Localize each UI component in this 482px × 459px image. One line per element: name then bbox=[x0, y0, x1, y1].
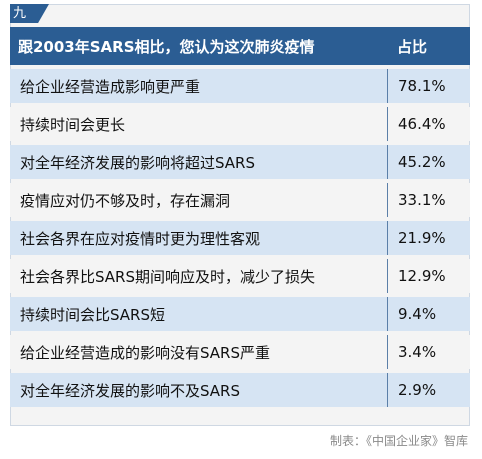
row-value: 2.9% bbox=[387, 373, 470, 407]
table-row: 社会各界比SARS期间响应及时，减少了损失 12.9% bbox=[10, 259, 470, 293]
table-header-row: 跟2003年SARS相比，您认为这次肺炎疫情 占比 bbox=[10, 27, 470, 65]
table-row: 对全年经济发展的影响不及SARS 2.9% bbox=[10, 373, 470, 407]
row-value: 46.4% bbox=[387, 107, 470, 141]
row-value: 21.9% bbox=[387, 221, 470, 255]
table-row: 给企业经营造成影响更严重 78.1% bbox=[10, 69, 470, 103]
table-body: 给企业经营造成影响更严重 78.1% 持续时间会更长 46.4% 对全年经济发展的影响将… bbox=[10, 69, 470, 407]
header-share: 占比 bbox=[387, 27, 470, 65]
row-label: 持续时间会更长 bbox=[10, 107, 387, 141]
table-row: 给企业经营造成的影响没有SARS严重 3.4% bbox=[10, 335, 470, 369]
row-value: 78.1% bbox=[387, 69, 470, 103]
row-label: 社会各界比SARS期间响应及时，减少了损失 bbox=[10, 259, 387, 293]
table-row: 持续时间会比SARS短 9.4% bbox=[10, 297, 470, 331]
header-question: 跟2003年SARS相比，您认为这次肺炎疫情 bbox=[10, 27, 387, 65]
credit-note: 制表：《中国企业家》智库 bbox=[329, 434, 468, 448]
row-value: 45.2% bbox=[387, 145, 470, 179]
row-label: 对全年经济发展的影响将超过SARS bbox=[10, 145, 387, 179]
table-row: 对全年经济发展的影响将超过SARS 45.2% bbox=[10, 145, 470, 179]
row-value: 12.9% bbox=[387, 259, 470, 293]
row-label: 疫情应对仍不够及时，存在漏洞 bbox=[10, 183, 387, 217]
table-row: 疫情应对仍不够及时，存在漏洞 33.1% bbox=[10, 183, 470, 217]
row-label: 给企业经营造成的影响没有SARS严重 bbox=[10, 335, 387, 369]
row-value: 9.4% bbox=[387, 297, 470, 331]
survey-table: 跟2003年SARS相比，您认为这次肺炎疫情 占比 给企业经营造成影响更严重 78… bbox=[10, 23, 470, 411]
table-row: 持续时间会更长 46.4% bbox=[10, 107, 470, 141]
row-label: 持续时间会比SARS短 bbox=[10, 297, 387, 331]
section-tag: 九 bbox=[10, 4, 49, 23]
row-label: 给企业经营造成影响更严重 bbox=[10, 69, 387, 103]
row-label: 社会各界在应对疫情时更为理性客观 bbox=[10, 221, 387, 255]
row-value: 33.1% bbox=[387, 183, 470, 217]
row-label: 对全年经济发展的影响不及SARS bbox=[10, 373, 387, 407]
table-row: 社会各界在应对疫情时更为理性客观 21.9% bbox=[10, 221, 470, 255]
row-value: 3.4% bbox=[387, 335, 470, 369]
